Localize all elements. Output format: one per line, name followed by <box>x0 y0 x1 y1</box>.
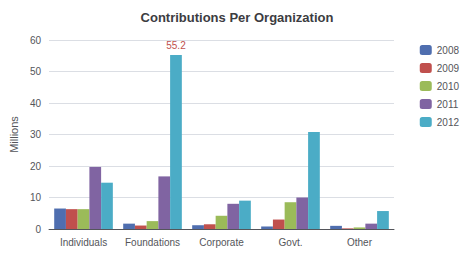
svg-text:20: 20 <box>30 161 42 172</box>
svg-text:2010: 2010 <box>437 81 460 92</box>
svg-text:Millions: Millions <box>8 116 20 153</box>
svg-text:Contributions Per Organization: Contributions Per Organization <box>141 10 334 25</box>
svg-text:10: 10 <box>30 192 42 203</box>
svg-text:Other: Other <box>347 237 373 248</box>
svg-text:Corporate: Corporate <box>199 237 244 248</box>
svg-text:2012: 2012 <box>437 117 460 128</box>
svg-text:50: 50 <box>30 66 42 77</box>
svg-text:30: 30 <box>30 129 42 140</box>
svg-text:55.2: 55.2 <box>166 40 186 51</box>
svg-text:2009: 2009 <box>437 63 460 74</box>
svg-text:Govt.: Govt. <box>279 237 303 248</box>
svg-text:2011: 2011 <box>437 99 459 110</box>
svg-text:60: 60 <box>30 35 42 46</box>
svg-text:Individuals: Individuals <box>60 237 107 248</box>
svg-text:Foundations: Foundations <box>125 237 180 248</box>
svg-text:0: 0 <box>35 224 41 235</box>
svg-text:40: 40 <box>30 98 42 109</box>
svg-text:2008: 2008 <box>437 45 460 56</box>
